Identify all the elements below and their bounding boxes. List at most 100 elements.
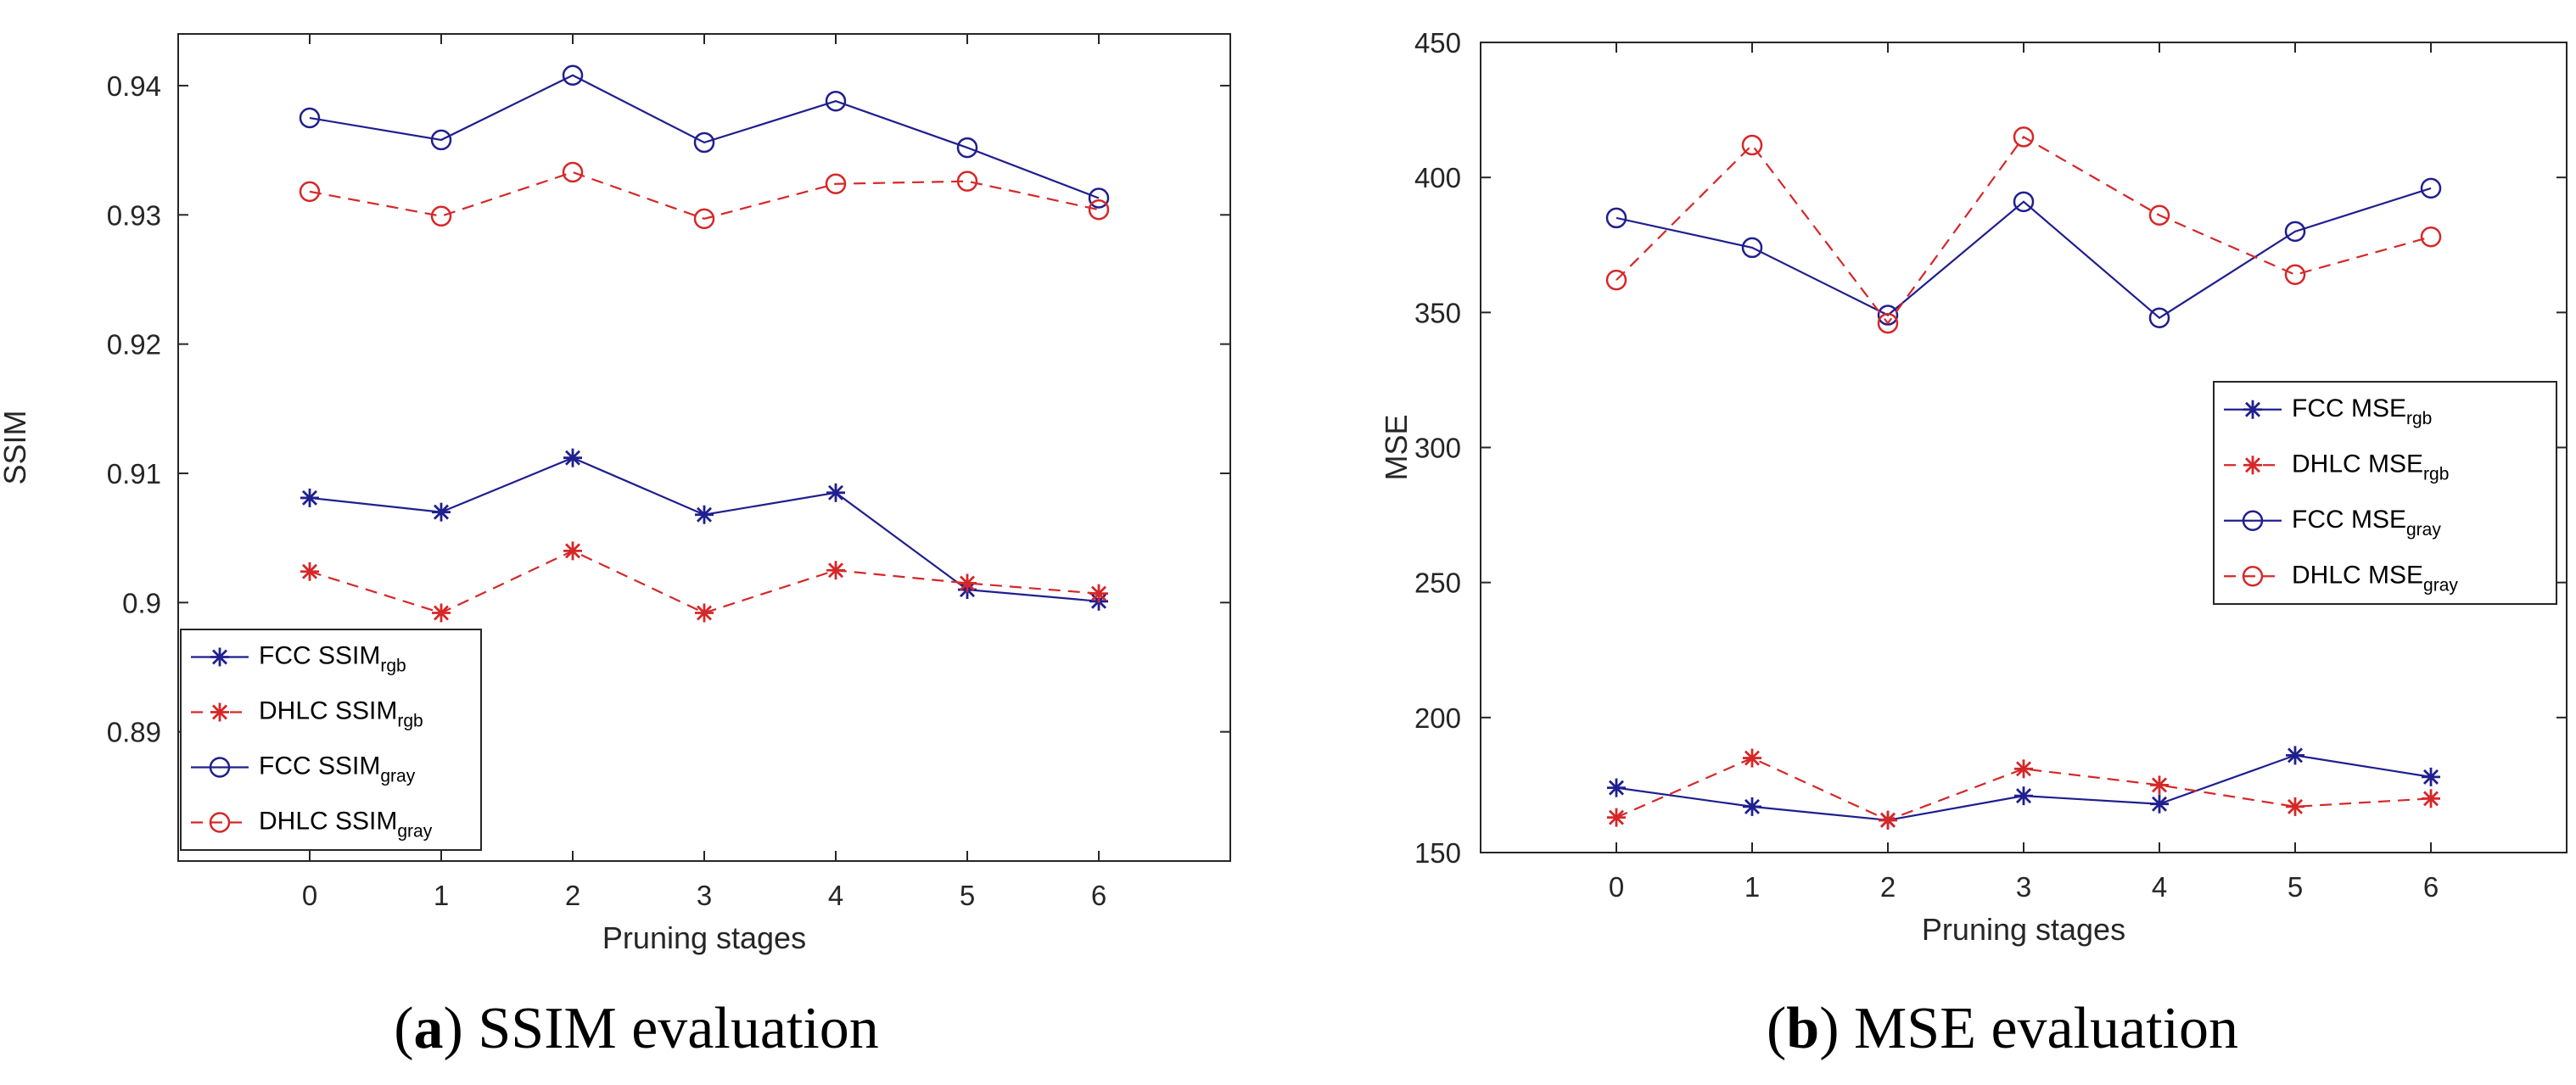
- ssim-data-point: [825, 173, 847, 194]
- ssim-data-point: [693, 131, 715, 154]
- mse-data-point: [2286, 797, 2304, 816]
- mse-x-tick-label: 5: [2288, 871, 2303, 903]
- mse-data-point: [2014, 786, 2033, 806]
- mse-y-tick-label: 400: [1414, 162, 1461, 193]
- mse-series-line: [1616, 135, 2432, 325]
- ssim-y-tick-label: 0.91: [107, 458, 161, 489]
- mse-x-axis-label: Pruning stages: [1922, 912, 2125, 947]
- mse-x-tick-label: 3: [2016, 871, 2031, 903]
- ssim-data-point: [563, 541, 582, 561]
- mse-legend-item: FCC MSEgray: [2224, 506, 2441, 540]
- ssim-legend-marker: [210, 647, 229, 667]
- ssim-data-point: [956, 137, 978, 159]
- mse-y-tick-label: 250: [1414, 568, 1461, 599]
- ssim-series-line: [309, 74, 1100, 199]
- ssim-y-tick-label: 0.94: [107, 70, 161, 102]
- mse-legend-item: DHLC MSErgb: [2224, 450, 2449, 484]
- ssim-data-point: [430, 129, 452, 151]
- mse-data-point: [2014, 759, 2033, 779]
- mse-y-axis-label: MSE: [1379, 414, 1414, 480]
- mse-data-point: [1879, 810, 1897, 830]
- ssim-series-fcc-ssim-gray: [299, 64, 1110, 209]
- ssim-legend-label: FCC SSIMgray: [259, 752, 416, 786]
- ssim-data-point: [695, 603, 714, 623]
- mse-y-tick-label: 450: [1414, 27, 1461, 59]
- ssim-data-point: [956, 171, 978, 192]
- ssim-data-point: [299, 181, 321, 203]
- mse-x-tick-label: 2: [1880, 871, 1896, 903]
- ssim-legend-marker: [209, 812, 231, 833]
- mse-data-point: [2148, 204, 2170, 226]
- ssim-series-dhlc-ssim-rgb: [300, 541, 1108, 623]
- ssim-legend-item: FCC SSIMrgb: [191, 642, 406, 676]
- mse-legend-marker: [2243, 400, 2262, 419]
- ssim-legend-box: [180, 629, 482, 851]
- mse-legend-item: DHLC MSEgray: [2224, 561, 2458, 595]
- ssim-y-axis-label: SSIM: [0, 410, 32, 484]
- mse-data-point: [2284, 221, 2306, 243]
- mse-x-tick-label: 1: [1744, 871, 1760, 903]
- caption-a: (a) SSIM evaluation: [394, 996, 879, 1061]
- mse-legend-marker: [2242, 566, 2264, 587]
- mse-data-point: [1743, 748, 1761, 768]
- mse-legend-label: FCC MSEgray: [2292, 506, 2441, 540]
- mse-x-tick-label: 4: [2152, 871, 2167, 903]
- mse-legend-marker: [2242, 510, 2264, 531]
- mse-legend-label: DHLC MSEgray: [2292, 561, 2458, 595]
- ssim-legend-marker: [209, 757, 231, 778]
- ssim-x-tick-label: 2: [565, 880, 580, 911]
- mse-legend-box: [2213, 381, 2557, 605]
- ssim-data-point: [432, 603, 451, 623]
- mse-series-dhlc-mse-rgb: [1607, 748, 2440, 830]
- ssim-data-point: [562, 161, 584, 183]
- ssim-data-point: [1088, 187, 1110, 209]
- ssim-legend-item: DHLC SSIMgray: [191, 808, 433, 842]
- ssim-y-tick-label: 0.9: [122, 587, 161, 618]
- ssim-series-dhlc-ssim-gray: [299, 161, 1110, 230]
- mse-data-point: [1741, 237, 1763, 259]
- mse-y-tick-label: 300: [1414, 433, 1461, 464]
- caption-b: (b) MSE evaluation: [1767, 996, 2238, 1061]
- mse-series-line: [1616, 187, 2432, 320]
- ssim-data-point: [826, 483, 845, 502]
- mse-y-tick-label: 200: [1414, 702, 1461, 734]
- mse-x-tick-label: 0: [1609, 871, 1624, 903]
- ssim-x-axis-label: Pruning stages: [602, 920, 806, 955]
- mse-y-tick-label: 350: [1414, 297, 1461, 328]
- mse-data-point: [1605, 269, 1627, 291]
- ssim-data-point: [563, 448, 582, 467]
- ssim-legend-item: DHLC SSIMrgb: [191, 697, 423, 731]
- ssim-y-tick-label: 0.92: [107, 329, 161, 361]
- ssim-x-tick-label: 6: [1091, 880, 1106, 911]
- ssim-data-point: [299, 107, 321, 129]
- mse-data-point: [2148, 307, 2170, 328]
- mse-data-point: [2422, 767, 2440, 786]
- mse-chart: 0 1 2 3 4 5 6 150 200 250 300 350 400 450 Pruning stag…: [1379, 27, 2568, 947]
- ssim-x-tick-label: 0: [302, 880, 317, 911]
- ssim-data-point: [300, 562, 319, 581]
- ssim-data-point: [958, 573, 977, 593]
- mse-data-point: [2284, 264, 2306, 286]
- mse-data-point: [1743, 797, 1761, 816]
- ssim-y-tick-label: 0.89: [107, 717, 161, 748]
- ssim-data-point: [430, 205, 452, 227]
- mse-data-point: [1607, 808, 1626, 827]
- mse-data-point: [2286, 746, 2304, 765]
- mse-legend-marker: [2243, 456, 2262, 475]
- mse-data-point: [2420, 177, 2442, 199]
- ssim-legend: FCC SSIMrgb DHLC SSIMrgb FCC SSIMgray DHLC …: [180, 629, 482, 851]
- mse-x-tick-label: 6: [2423, 871, 2439, 903]
- ssim-data-point: [1089, 584, 1108, 603]
- ssim-y-tick-label: 0.93: [107, 199, 161, 231]
- ssim-x-tick-label: 3: [697, 880, 712, 911]
- ssim-legend-marker: [210, 702, 229, 722]
- ssim-data-point: [695, 505, 714, 524]
- ssim-data-point: [1088, 199, 1110, 221]
- ssim-x-tick-label: 5: [960, 880, 975, 911]
- mse-data-point: [2420, 226, 2442, 248]
- mse-legend-label: FCC MSErgb: [2292, 394, 2432, 428]
- mse-series-fcc-mse-rgb: [1607, 746, 2440, 830]
- mse-data-point: [2422, 789, 2440, 808]
